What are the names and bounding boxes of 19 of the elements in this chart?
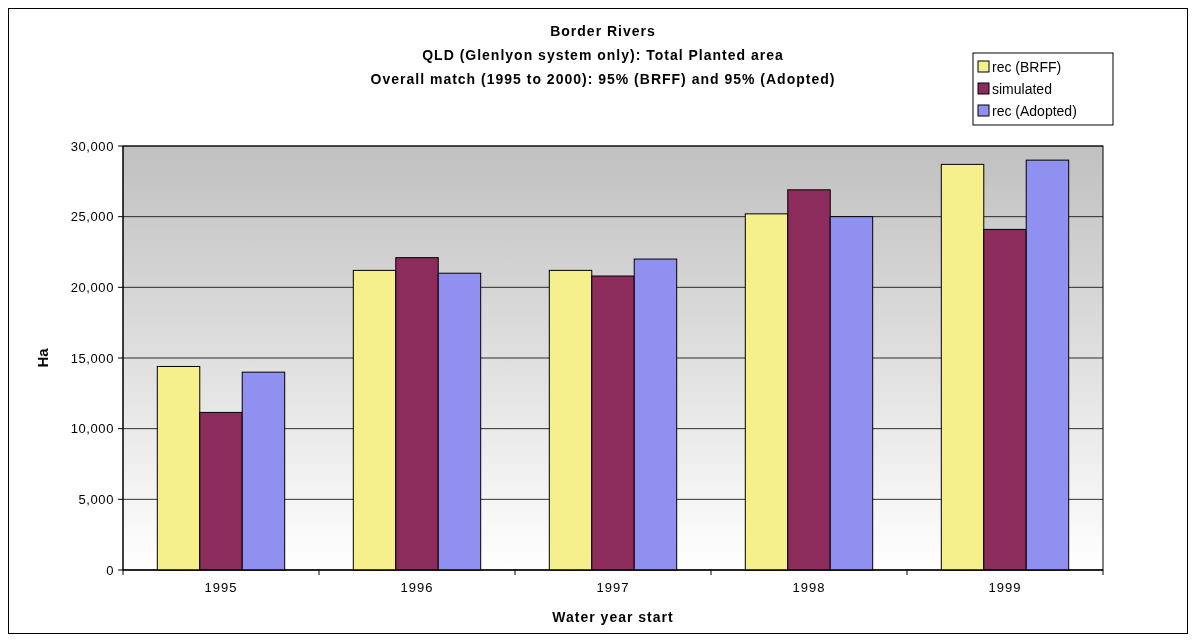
x-tick-label: 1995 [204,580,238,595]
y-tick-label: 20,000 [70,279,114,295]
legend-label: rec (Adopted) [992,102,1077,119]
chart-title: Border Rivers [550,23,656,39]
y-tick-label: 25,000 [70,209,114,225]
chart-subtitle: QLD (Glenlyon system only): Total Planted area Overall match (1995 to 2000): 95% (BRFF) and 95% (Adopted) [370,47,836,87]
y-tick-label: 15,000 [70,350,114,366]
y-tick-label: 5,000 [78,491,114,507]
x-tick-label: 1996 [400,580,434,595]
legend-label: rec (BRFF) [992,58,1062,75]
legend-label: simulated [992,80,1052,97]
x-axis-title: Water year start [552,609,674,625]
x-tick-label: 1997 [596,580,630,595]
y-axis-title: Ha [34,347,51,368]
y-tick-label: 10,000 [70,421,114,437]
y-tick-label: 0 [106,562,114,578]
x-tick-label: 1998 [792,580,826,595]
x-tick-label: 1999 [988,580,1022,595]
y-tick-label: 30,000 [70,138,114,154]
